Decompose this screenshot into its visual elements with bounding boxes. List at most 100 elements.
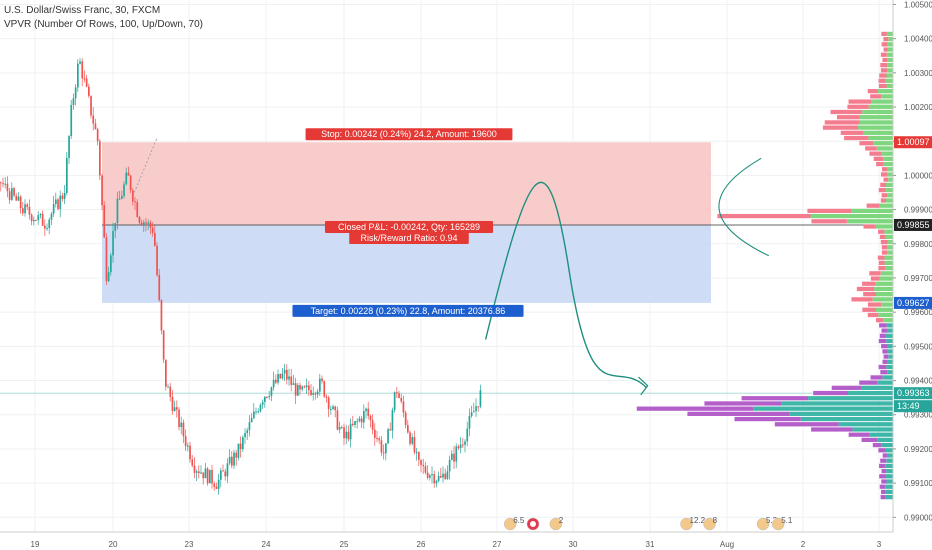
vp-down-bar bbox=[687, 411, 790, 416]
vp-up-bar bbox=[881, 302, 893, 307]
candle-body bbox=[173, 407, 176, 412]
candle-body bbox=[162, 330, 165, 360]
vp-down-bar bbox=[862, 307, 876, 312]
stop-zone[interactable] bbox=[102, 142, 711, 225]
vp-up-bar bbox=[887, 245, 893, 250]
date-tick-label: Aug bbox=[720, 540, 734, 549]
vp-up-bar bbox=[878, 312, 893, 318]
vp-down-bar bbox=[881, 193, 888, 198]
candle-body bbox=[85, 78, 88, 87]
vp-down-bar bbox=[883, 37, 889, 42]
candle-body bbox=[365, 408, 367, 412]
candle-body bbox=[312, 393, 315, 395]
candlesticks bbox=[0, 58, 482, 495]
candle-body bbox=[473, 411, 475, 413]
candle-body bbox=[187, 445, 189, 447]
candle-body bbox=[2, 183, 4, 185]
vp-up-bar bbox=[868, 104, 893, 109]
event-marker[interactable]: 6.5 bbox=[503, 516, 525, 531]
date-tick-label: 19 bbox=[31, 540, 40, 549]
candle-body bbox=[424, 466, 427, 473]
candle-body bbox=[13, 188, 15, 196]
candle-body bbox=[415, 452, 418, 454]
price-tick-label: 0.99900 bbox=[904, 206, 932, 215]
candle-body bbox=[171, 396, 174, 412]
candle-body bbox=[220, 470, 222, 480]
price-axis[interactable]: 1.005001.004001.003001.002001.001001.000… bbox=[892, 0, 932, 550]
projection-drawings[interactable] bbox=[133, 137, 770, 396]
candle-body bbox=[57, 199, 59, 210]
event-label: 5.1 bbox=[781, 516, 793, 525]
vp-down-bar bbox=[879, 234, 886, 240]
vp-down-bar bbox=[869, 151, 882, 156]
event-marker[interactable]: 5.1 bbox=[771, 516, 793, 531]
projection-curve[interactable] bbox=[484, 181, 647, 388]
time-axis[interactable]: 19 20 23 24 25 26 27 30 31 Aug 2 3 bbox=[0, 531, 932, 550]
candle-body bbox=[257, 411, 260, 413]
candle-body bbox=[44, 225, 46, 229]
vp-down-bar bbox=[881, 344, 888, 349]
candle-body bbox=[101, 175, 103, 206]
candle-body bbox=[371, 420, 374, 430]
event-marker[interactable]: 2 bbox=[549, 516, 564, 531]
arc-drawing[interactable] bbox=[718, 157, 770, 257]
price-tick-label: 0.99800 bbox=[904, 240, 932, 249]
candle-body bbox=[437, 475, 440, 481]
vp-up-bar bbox=[886, 323, 893, 328]
target-label-box bbox=[292, 304, 524, 317]
candle-body bbox=[303, 386, 306, 388]
vp-down-bar bbox=[861, 437, 878, 443]
vp-up-bar bbox=[885, 489, 893, 495]
vp-up-bar bbox=[877, 380, 893, 385]
vp-down-bar bbox=[879, 463, 886, 469]
vp-down-bar bbox=[880, 172, 888, 177]
vp-up-bar bbox=[859, 120, 893, 125]
economic-events[interactable]: 6.5 2 12.2 8 5.2 5.1 bbox=[503, 516, 793, 531]
event-marker[interactable]: 5.2 bbox=[756, 516, 778, 531]
candle-body bbox=[39, 213, 42, 216]
event-marker[interactable] bbox=[526, 517, 540, 531]
candle-body bbox=[459, 444, 462, 449]
event-marker[interactable]: 8 bbox=[703, 516, 718, 531]
vp-down-bar bbox=[880, 458, 887, 463]
candle-body bbox=[222, 470, 224, 472]
candle-body bbox=[400, 397, 403, 402]
candle-body bbox=[477, 406, 480, 408]
vp-down-bar bbox=[870, 276, 880, 281]
candle-body bbox=[160, 300, 163, 331]
candle-body bbox=[204, 468, 207, 479]
vp-up-bar bbox=[886, 57, 893, 63]
vp-down-bar bbox=[859, 141, 874, 146]
candle-body bbox=[147, 222, 150, 224]
candle-body bbox=[244, 433, 246, 438]
candle-body bbox=[308, 385, 310, 391]
candle-body bbox=[96, 129, 99, 142]
candle-body bbox=[121, 195, 123, 199]
vp-up-bar bbox=[869, 432, 893, 437]
vp-up-bar bbox=[887, 239, 893, 245]
candle-body bbox=[369, 415, 372, 421]
vp-up-bar bbox=[886, 468, 893, 474]
vp-up-bar bbox=[887, 349, 893, 354]
candle-body bbox=[138, 217, 141, 223]
candle-body bbox=[409, 432, 411, 444]
candle-body bbox=[129, 175, 132, 191]
candle-body bbox=[125, 172, 128, 185]
candle-body bbox=[114, 223, 117, 231]
candle-body bbox=[264, 396, 266, 402]
candle-body bbox=[11, 188, 13, 200]
candle-body bbox=[391, 410, 394, 431]
vp-up-bar bbox=[887, 250, 893, 255]
vp-down-bar bbox=[867, 312, 879, 318]
candle-body bbox=[382, 452, 385, 454]
event-label: 2 bbox=[559, 516, 564, 525]
event-marker[interactable]: 12.2 bbox=[680, 516, 706, 531]
vp-down-bar bbox=[880, 63, 888, 68]
candle-body bbox=[338, 427, 341, 430]
vp-up-bar bbox=[862, 109, 893, 115]
indicator-title: VPVR (Number Of Rows, 100, Up/Down, 70) bbox=[4, 19, 203, 30]
candle-body bbox=[374, 429, 376, 438]
vp-up-bar bbox=[886, 458, 893, 463]
position-zones[interactable] bbox=[0, 142, 893, 394]
